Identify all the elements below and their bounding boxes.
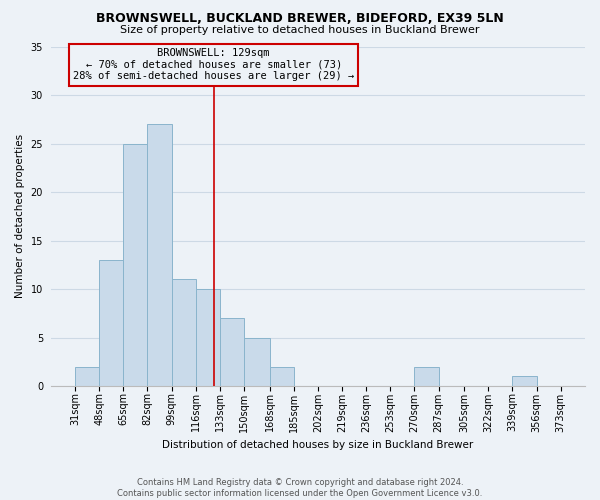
- Bar: [269, 366, 294, 386]
- Bar: [196, 289, 220, 386]
- Bar: [123, 144, 148, 386]
- Bar: [415, 366, 439, 386]
- X-axis label: Distribution of detached houses by size in Buckland Brewer: Distribution of detached houses by size …: [162, 440, 473, 450]
- Bar: [75, 366, 99, 386]
- Bar: [512, 376, 536, 386]
- Text: BROWNSWELL: 129sqm
← 70% of detached houses are smaller (73)
28% of semi-detache: BROWNSWELL: 129sqm ← 70% of detached hou…: [73, 48, 354, 82]
- Y-axis label: Number of detached properties: Number of detached properties: [15, 134, 25, 298]
- Bar: [148, 124, 172, 386]
- Text: BROWNSWELL, BUCKLAND BREWER, BIDEFORD, EX39 5LN: BROWNSWELL, BUCKLAND BREWER, BIDEFORD, E…: [96, 12, 504, 26]
- Text: Size of property relative to detached houses in Buckland Brewer: Size of property relative to detached ho…: [120, 25, 480, 35]
- Bar: [220, 318, 244, 386]
- Bar: [99, 260, 123, 386]
- Bar: [244, 338, 269, 386]
- Bar: [172, 280, 196, 386]
- Text: Contains HM Land Registry data © Crown copyright and database right 2024.
Contai: Contains HM Land Registry data © Crown c…: [118, 478, 482, 498]
